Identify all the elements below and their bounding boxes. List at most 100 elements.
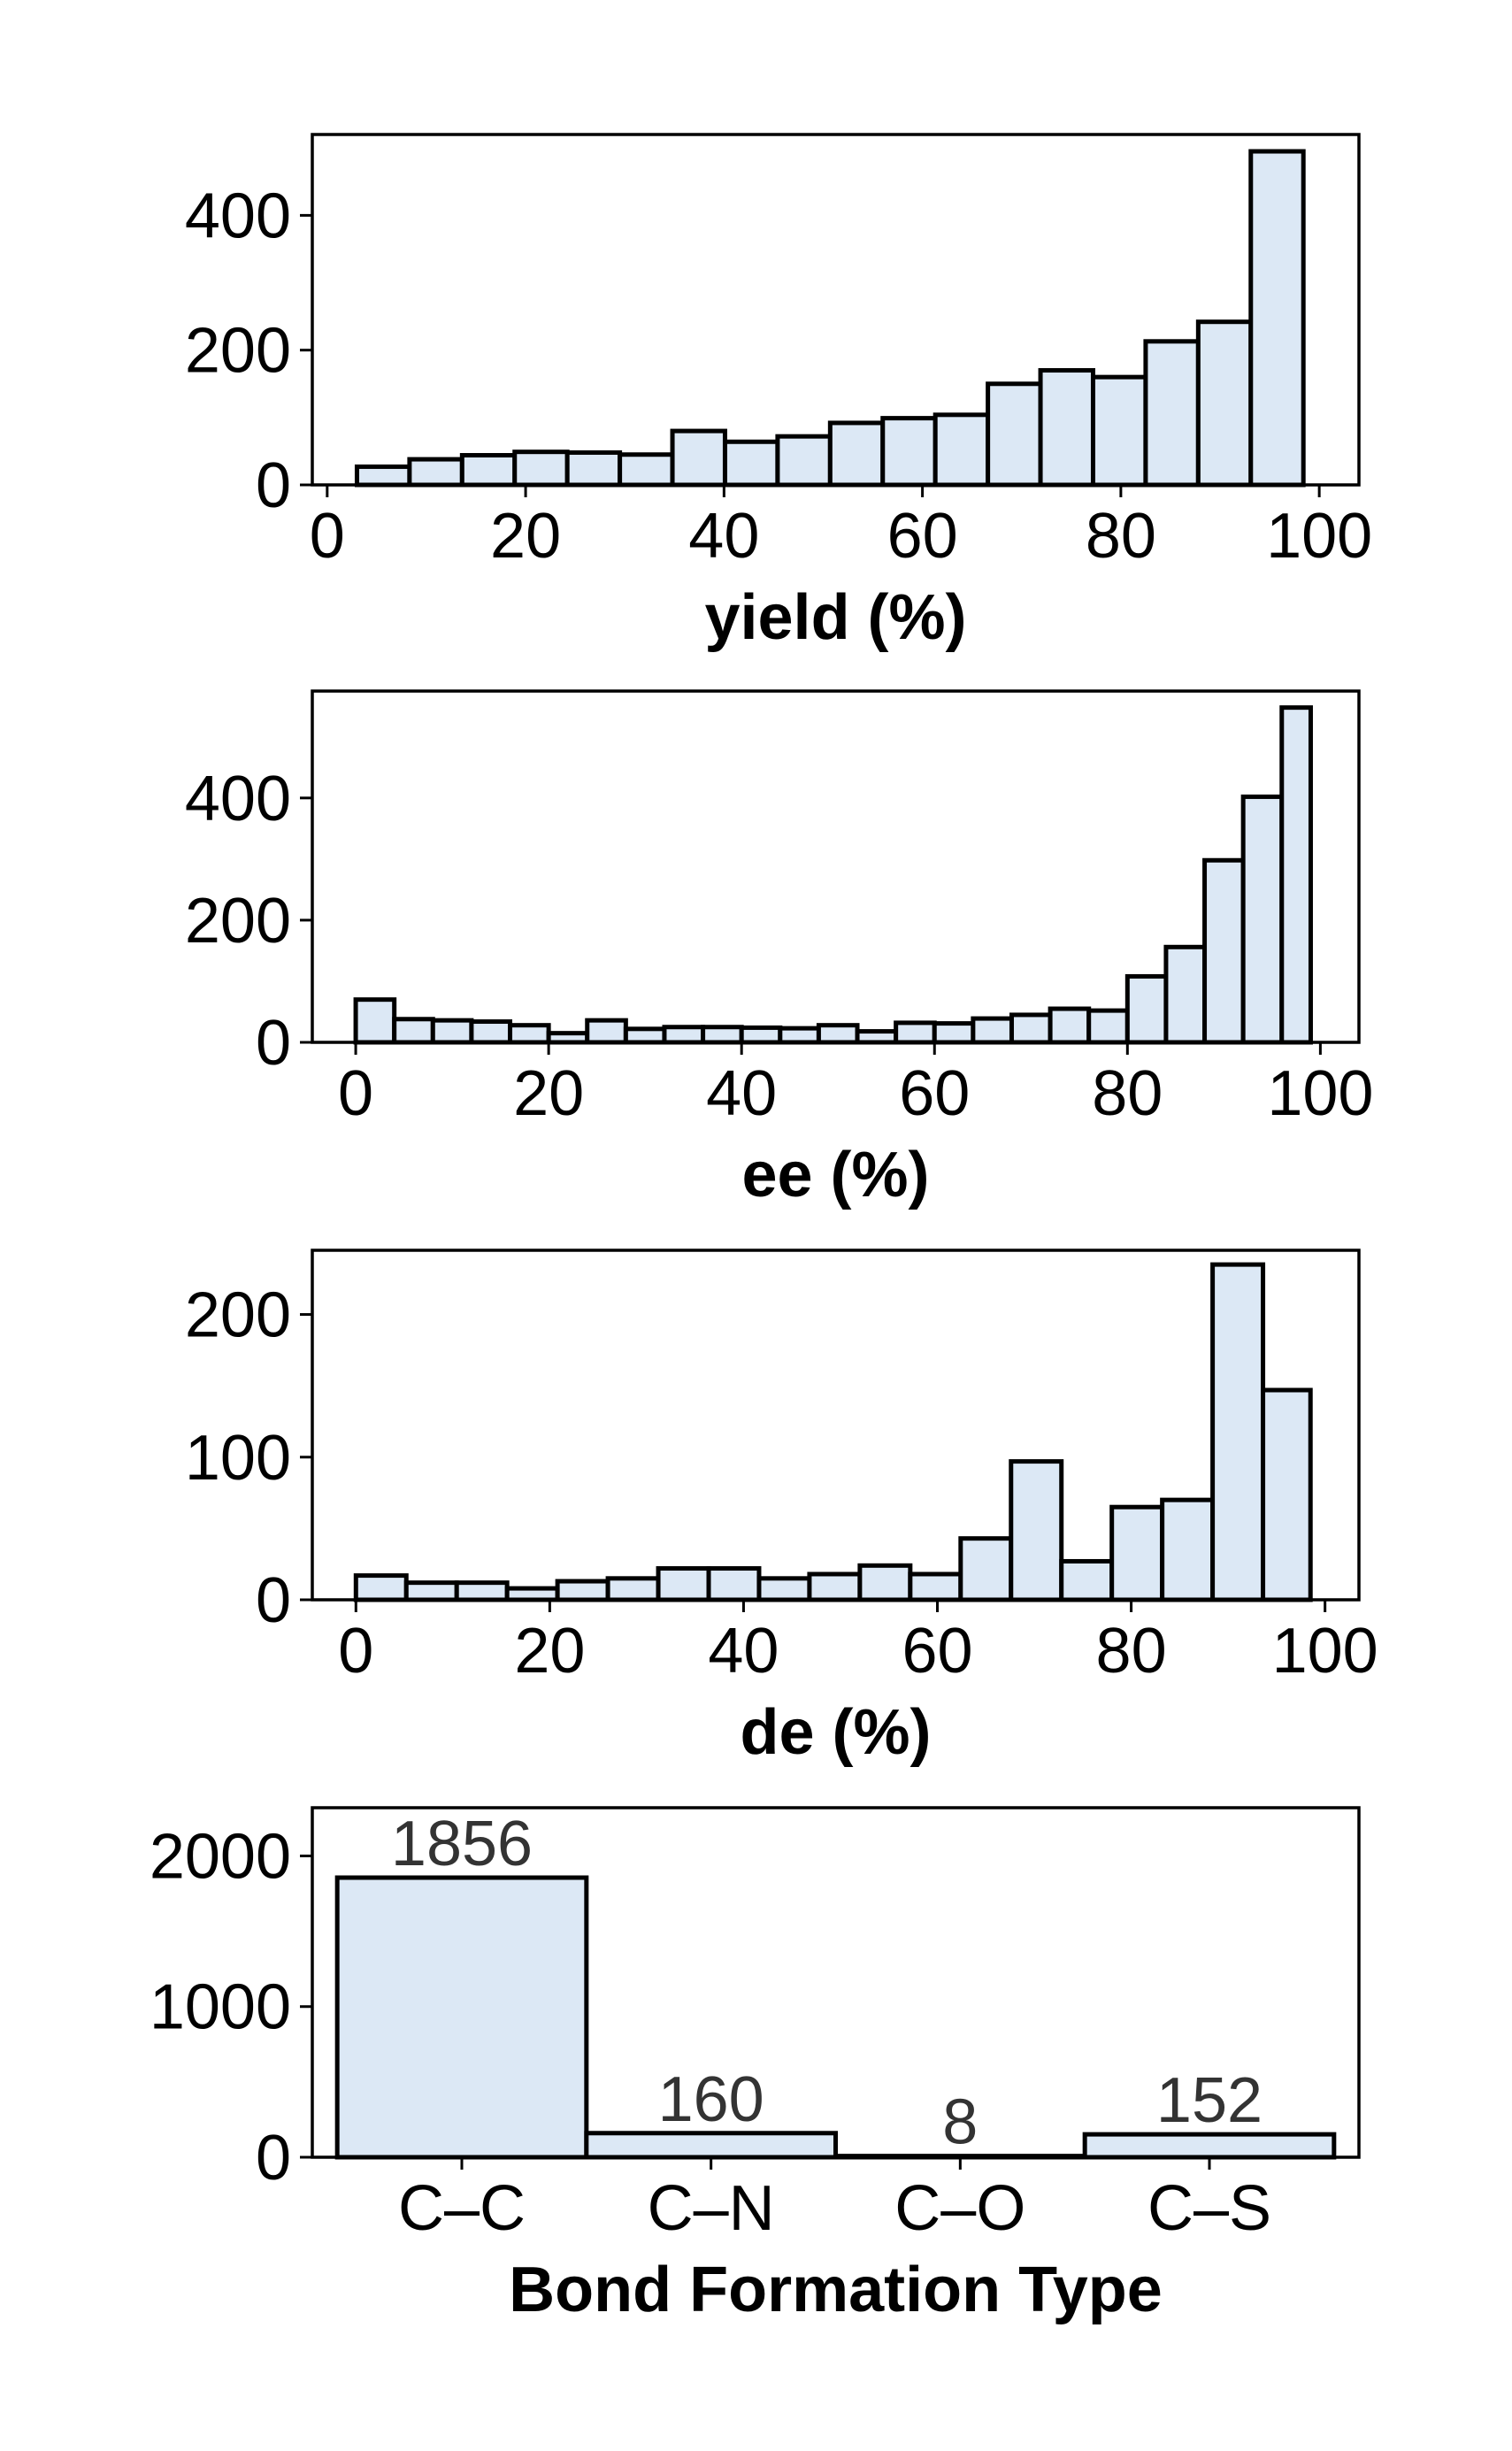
x-tick-label: 60 (899, 1058, 970, 1129)
histogram-bar (1202, 857, 1246, 1045)
x-axis-title: de (%) (741, 1697, 932, 1768)
y-tick-label: 0 (256, 1008, 291, 1079)
x-tick-label: 40 (688, 501, 759, 572)
x-tick-label: 100 (1266, 501, 1372, 572)
histogram-bar (1109, 1504, 1165, 1602)
y-tick-label: 200 (185, 886, 291, 957)
histogram-bar (932, 1021, 976, 1045)
x-tick-label: C–S (1147, 2173, 1271, 2244)
histogram-bar (1124, 973, 1169, 1045)
histogram-bar (855, 1029, 899, 1045)
histogram-bar (454, 1580, 510, 1602)
histogram-bar (986, 381, 1043, 488)
histogram-bar (407, 457, 464, 488)
histogram-bar (894, 1020, 937, 1045)
histogram-bar (504, 1586, 560, 1602)
histogram-bar (706, 1566, 762, 1602)
histogram-bar (605, 1576, 661, 1602)
axes-frame (311, 1249, 1361, 1602)
x-tick-label: 80 (1086, 501, 1156, 572)
histogram-bar (1261, 1387, 1313, 1602)
histogram-bar (1195, 319, 1254, 488)
axes-frame (311, 689, 1361, 1044)
histogram-bar (555, 1579, 610, 1602)
histogram-bar (958, 1536, 1014, 1602)
histogram-bar (430, 1018, 474, 1045)
histogram-bar (564, 449, 623, 488)
y-tick-label: 400 (185, 181, 291, 251)
histogram-bar (908, 1571, 963, 1602)
x-tick-label: C–C (398, 2173, 526, 2244)
de-histogram-panel: 0 20 40 60 80 100 0 100 200 de (%) (185, 1249, 1378, 1768)
ee-histogram-panel: 0 20 40 60 80 100 0 200 400 ee (%) (185, 689, 1373, 1210)
histogram-bar (508, 1023, 551, 1045)
bar-data-label: 160 (658, 2064, 764, 2135)
histogram-bar (1240, 794, 1285, 1045)
x-tick-label: C–O (894, 2173, 1025, 2244)
axes-frame (311, 133, 1361, 487)
histogram-bar (739, 1025, 783, 1045)
y-tick-label: 1000 (150, 1972, 291, 2043)
x-tick-label: 100 (1272, 1616, 1378, 1687)
x-tick-label: 40 (706, 1058, 777, 1129)
histogram-bar (775, 434, 833, 488)
histogram-bar (1248, 149, 1306, 488)
bar-data-label: 8 (942, 2087, 978, 2158)
y-tick-label: 0 (256, 450, 291, 521)
histogram-bar (392, 1017, 435, 1045)
x-tick-label: 100 (1267, 1058, 1373, 1129)
histogram-bar (1143, 339, 1201, 488)
histogram-bar (353, 1573, 409, 1602)
y-tick-label: 0 (256, 2123, 291, 2194)
x-tick-label: 0 (338, 1058, 373, 1129)
x-tick-label: 20 (513, 1058, 584, 1129)
x-tick-label: 0 (310, 501, 345, 572)
histogram-bar (756, 1576, 812, 1602)
histogram-bar (722, 439, 780, 488)
x-axis-title: ee (%) (741, 1140, 929, 1210)
y-tick-label: 200 (185, 316, 291, 387)
histogram-bar (353, 997, 397, 1045)
axes-frame (311, 1806, 1361, 2159)
histogram-bar (1048, 1006, 1092, 1045)
x-tick-label: C–N (648, 2173, 775, 2244)
histogram-bar (807, 1571, 863, 1602)
y-tick-label: 400 (185, 764, 291, 834)
x-tick-label: 60 (902, 1616, 972, 1687)
histogram-bar (778, 1026, 821, 1045)
bond-type-bar-panel: 1856 C–C 160 C–N 8 C–O 152 C–S 0 1000 2000 Bond For… (150, 1806, 1361, 2325)
histogram-bar (971, 1016, 1014, 1045)
histogram-bar (827, 420, 886, 488)
bar-data-label: 1856 (391, 1809, 533, 1879)
bar-data-label: 152 (1156, 2065, 1263, 2136)
histogram-bar (623, 1026, 667, 1045)
histogram-bar (403, 1580, 459, 1602)
histogram-bar (857, 1563, 913, 1602)
histogram-bar (1009, 1459, 1064, 1602)
histogram-bar (880, 416, 938, 488)
histogram-bar (662, 1025, 706, 1045)
bar-1 (584, 2131, 838, 2160)
y-tick-label: 200 (185, 1280, 291, 1351)
histogram-bar (1009, 1012, 1053, 1045)
bar-3 (1082, 2132, 1337, 2160)
histogram-bar (656, 1566, 711, 1602)
histogram-bar (1038, 368, 1095, 488)
histogram-bar (618, 452, 675, 488)
histogram-bar (1210, 1262, 1266, 1602)
histogram-bar (670, 428, 727, 488)
histogram-bar (1086, 1008, 1130, 1045)
histogram-bar (816, 1023, 860, 1045)
x-tick-label: 60 (887, 501, 958, 572)
x-axis-title: Bond Formation Type (509, 2255, 1163, 2325)
x-tick-label: 20 (514, 1616, 585, 1687)
x-tick-label: 40 (708, 1616, 779, 1687)
histogram-bar (1279, 705, 1313, 1045)
histogram-bar (1059, 1558, 1115, 1602)
histogram-bar (933, 412, 991, 488)
histogram-bar (512, 449, 570, 488)
histogram-bar (354, 464, 412, 488)
x-axis-title: yield (%) (704, 582, 966, 653)
bar-0 (334, 1875, 589, 2160)
